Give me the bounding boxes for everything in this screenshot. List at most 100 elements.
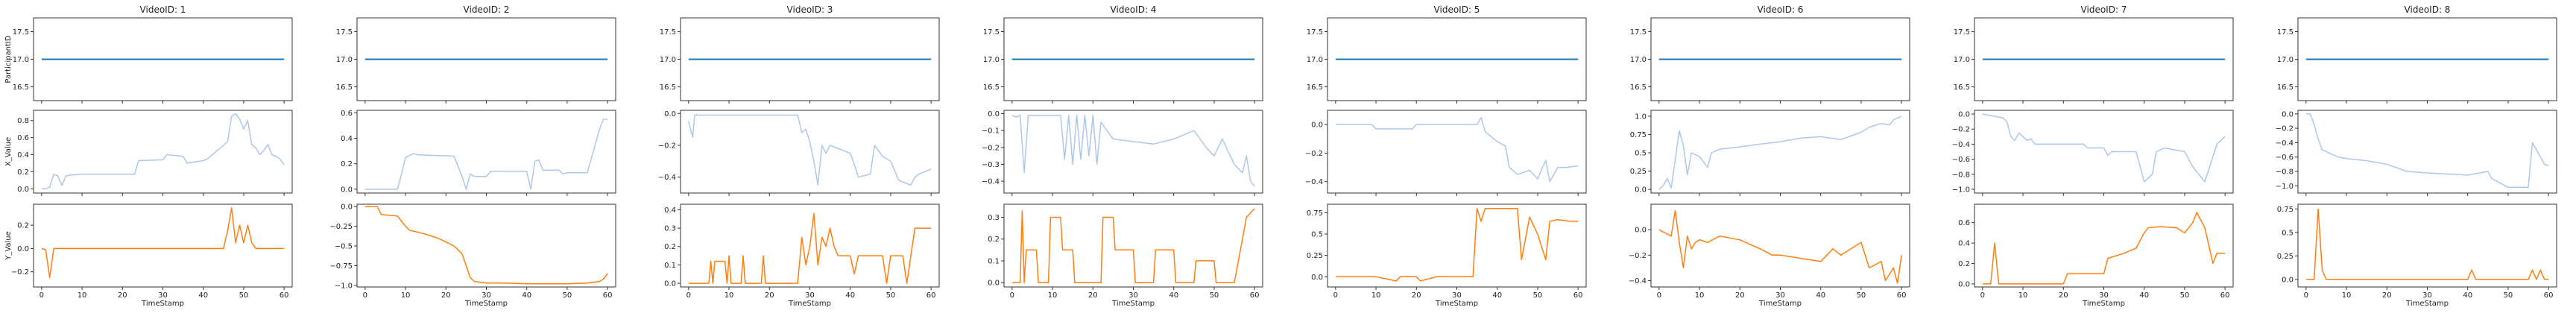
y-axis-label: Y_Value: [4, 231, 13, 261]
axes-frame: [2297, 203, 2557, 288]
y-tick-label: −0.6: [2276, 154, 2294, 162]
series-line: [1658, 209, 1902, 284]
y-tick-label: −0.3: [982, 161, 1000, 169]
x-axis-label: TimeStamp: [2405, 300, 2449, 308]
y-tick-label: 0.0: [1958, 280, 1970, 288]
series-line: [1335, 207, 1579, 282]
y-tick-label: −1.0: [2276, 183, 2294, 191]
y-tick-label: 16.5: [1630, 83, 1647, 92]
x-tick-label: 10: [2018, 291, 2028, 300]
series-line: [364, 206, 608, 285]
x-axis-label: TimeStamp: [141, 300, 184, 308]
y-tick-label: −0.6: [1952, 156, 1970, 164]
y-tick-label: 0.75: [2277, 206, 2294, 214]
x-tick-label: 30: [1775, 291, 1785, 300]
y-tick-label: 0.5: [1311, 231, 1323, 239]
y-tick-label: 17.0: [1307, 56, 1323, 64]
x-tick-label: 40: [1816, 291, 1825, 300]
subplot-video7-x-value: −1.0 −0.8 −0.6 −0.4 −0.2 0.0: [1952, 110, 2234, 196]
x-tick-label: 20: [1088, 291, 1098, 300]
y-tick-label: 0.2: [1958, 260, 1970, 268]
y-tick-label: 17.0: [336, 56, 353, 64]
y-tick-label: 0.4: [341, 135, 353, 143]
series-line: [1011, 208, 1255, 283]
x-tick-label: 50: [2180, 291, 2190, 300]
y-tick-label: 0.0: [341, 203, 353, 212]
x-tick-label: 0: [40, 291, 44, 300]
x-tick-label: 60: [280, 291, 289, 300]
y-tick-label: 0.75: [1307, 209, 1323, 218]
subplot-video2-y-value: 0 10 20 30 40 50 60 −1.0 −0.75 −0.5 −0.25 0.0 TimeSt…: [329, 203, 616, 308]
y-tick-label: 16.5: [13, 83, 29, 92]
y-tick-label: 17.5: [1307, 28, 1323, 37]
y-tick-label: 17.0: [13, 56, 29, 64]
series-line: [2305, 113, 2549, 189]
subplot-video6-x-value: 0.0 0.25 0.5 0.75 1.0: [1630, 110, 1910, 196]
x-tick-label: 40: [1169, 291, 1178, 300]
y-tick-label: 17.0: [2277, 56, 2294, 64]
x-tick-label: 40: [522, 291, 531, 300]
x-tick-label: 60: [926, 291, 936, 300]
subplot-video2-participantid: 16.5 17.0 17.5 VideoID: 2: [336, 4, 616, 104]
x-tick-label: 10: [401, 291, 411, 300]
y-tick-label: 0.0: [1958, 111, 1970, 119]
x-tick-label: 0: [1333, 291, 1338, 300]
y-tick-label: 0.0: [988, 280, 1000, 288]
y-tick-label: 0.0: [1311, 121, 1323, 130]
x-tick-label: 60: [1250, 291, 1260, 300]
axes-frame: [33, 110, 293, 194]
x-tick-label: 50: [1533, 291, 1543, 300]
y-tick-label: 0.4: [664, 206, 676, 215]
y-tick-label: −0.1: [982, 127, 1000, 136]
y-tick-label: 17.5: [2277, 28, 2294, 37]
x-axis-label: TimeStamp: [2082, 300, 2125, 308]
y-tick-label: 17.5: [660, 28, 676, 37]
y-tick-label: 0.6: [341, 110, 353, 118]
axes-frame: [1003, 110, 1263, 194]
x-tick-label: 50: [1857, 291, 1866, 300]
y-tick-label: 0.2: [988, 236, 1000, 244]
x-axis-label: TimeStamp: [464, 300, 508, 308]
x-tick-label: 0: [1010, 291, 1014, 300]
y-tick-label: 17.5: [983, 28, 1000, 37]
y-tick-label: 0.0: [1311, 274, 1323, 282]
y-tick-label: 17.5: [13, 28, 29, 37]
x-axis-label: TimeStamp: [1111, 300, 1155, 308]
axes-frame: [1974, 110, 2234, 194]
y-tick-label: −0.4: [2276, 139, 2294, 148]
y-tick-label: 0.0: [664, 110, 676, 119]
series-line: [2305, 208, 2549, 280]
x-tick-label: 50: [239, 291, 249, 300]
x-tick-label: 20: [2382, 291, 2392, 300]
subplot-video8-x-value: −1.0 −0.8 −0.6 −0.4 −0.2 0.0: [2276, 110, 2557, 196]
x-tick-label: 50: [886, 291, 896, 300]
series-line: [41, 113, 285, 190]
y-tick-label: −0.2: [1629, 252, 1647, 260]
y-tick-label: 0.6: [1958, 219, 1970, 227]
x-tick-label: 40: [845, 291, 855, 300]
axes-frame: [1650, 203, 1910, 288]
y-tick-label: 0.2: [664, 243, 676, 251]
y-tick-label: −0.2: [1952, 126, 1970, 134]
x-tick-label: 30: [2099, 291, 2109, 300]
y-tick-label: 16.5: [1307, 83, 1323, 92]
y-tick-label: −0.8: [1952, 171, 1970, 179]
axes-frame: [1327, 110, 1587, 194]
y-tick-label: −1.0: [1952, 186, 1970, 194]
y-tick-label: 17.5: [336, 28, 353, 37]
y-tick-label: −0.2: [11, 268, 29, 277]
x-tick-label: 10: [2342, 291, 2352, 300]
y-tick-label: 0.25: [2277, 253, 2294, 261]
x-tick-label: 60: [1573, 291, 1583, 300]
x-tick-label: 30: [158, 291, 168, 300]
subplot-video7-participantid: 16.5 17.0 17.5 VideoID: 7: [1954, 4, 2234, 104]
x-tick-label: 30: [1128, 291, 1138, 300]
y-axis-label: X_Value: [4, 137, 13, 166]
subplot-video4-y-value: 0 10 20 30 40 50 60 0.0 0.1 0.2 0.3 TimeStamp: [988, 203, 1263, 308]
series-line: [1982, 113, 2226, 183]
axes-frame: [2297, 110, 2557, 194]
x-tick-label: 40: [2463, 291, 2472, 300]
y-tick-label: 0.5: [1635, 149, 1647, 157]
y-tick-label: 1.0: [1635, 113, 1647, 121]
